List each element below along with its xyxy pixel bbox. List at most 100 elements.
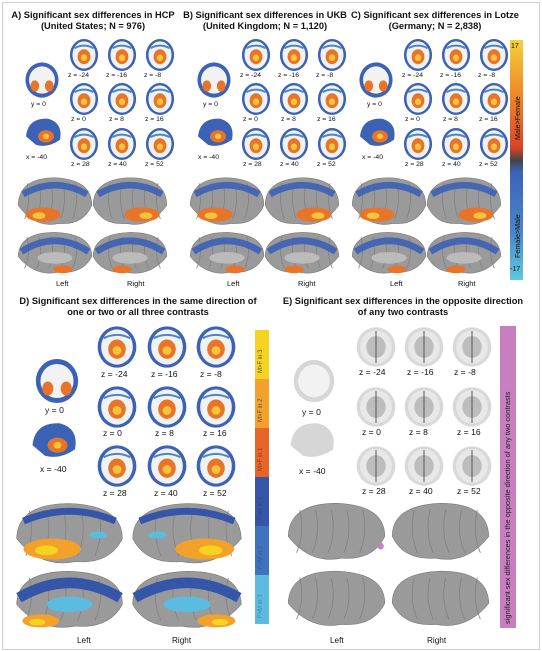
panel-d-right-lateral-surface bbox=[132, 503, 242, 564]
panel-d-label-z40: z = 40 bbox=[154, 488, 178, 498]
colorbar-top bbox=[510, 40, 523, 280]
panel-a-label-z8: z = 8 bbox=[109, 116, 124, 123]
panel-d-axial-slice-6 bbox=[196, 386, 236, 428]
panel-c-label-z0: z = 0 bbox=[405, 116, 420, 123]
panel-c-right-medial-surface bbox=[426, 232, 502, 274]
colorbar-d-label-4: F>M in 1 bbox=[258, 496, 264, 520]
colorbar-d-segment-3 bbox=[255, 428, 269, 477]
panel-d-label-z28: z = 28 bbox=[103, 488, 127, 498]
panel-c-axial-slice-1 bbox=[403, 39, 433, 71]
panel-e-label-y0: y = 0 bbox=[302, 407, 321, 417]
panel-d-label-y0: y = 0 bbox=[45, 405, 64, 415]
panel-d-axial-slice-8 bbox=[147, 445, 187, 487]
panel-b-label-z-24: z = -24 bbox=[240, 72, 261, 79]
panel-a-axial-slice-6 bbox=[145, 83, 175, 115]
panel-d-axial-slice-5 bbox=[147, 386, 187, 428]
panel-a-axial-slice-3 bbox=[145, 39, 175, 71]
panel-b-sagittal-slice bbox=[198, 118, 233, 146]
panel-b-axial-slice-1 bbox=[241, 39, 271, 71]
panel-c-title: C) Significant sex differences in Lotze(… bbox=[351, 10, 519, 31]
panel-a-right-medial-surface bbox=[92, 232, 168, 274]
panel-b-label-z8: z = 8 bbox=[281, 116, 296, 123]
panel-d-axial-slice-9 bbox=[196, 445, 236, 487]
panel-e-label-z28: z = 28 bbox=[362, 486, 386, 496]
colorbar-d-segment-5 bbox=[255, 526, 269, 575]
panel-b-label-z40: z = 40 bbox=[280, 161, 299, 168]
panel-a-axial-slice-1 bbox=[69, 39, 99, 71]
panel-c-label-z8: z = 8 bbox=[443, 116, 458, 123]
panel-c-coronal-slice bbox=[359, 62, 393, 98]
panel-b-axial-slice-7 bbox=[241, 128, 271, 160]
panel-e-axial-slice-9 bbox=[452, 446, 492, 486]
panel-d-label-z0: z = 0 bbox=[103, 428, 122, 438]
panel-d-axial-slice-2 bbox=[147, 326, 187, 368]
panel-c-label-z-8: z = -8 bbox=[478, 72, 496, 79]
panel-b-right-medial-surface bbox=[264, 232, 340, 274]
colorbar-e bbox=[500, 326, 516, 628]
panel-e-axial-slice-5 bbox=[404, 387, 444, 427]
panel-a-right-label: Right bbox=[127, 279, 145, 288]
panel-e-label-z16: z = 16 bbox=[457, 427, 481, 437]
panel-e-right-medial-surface bbox=[391, 570, 490, 626]
panel-c-axial-slice-9 bbox=[479, 128, 509, 160]
panel-d-axial-slice-1 bbox=[97, 326, 137, 368]
panel-c-left-medial-surface bbox=[351, 232, 427, 274]
panel-b-label-z-8: z = -8 bbox=[316, 72, 334, 79]
panel-c-label-z40: z = 40 bbox=[442, 161, 461, 168]
panel-a-label-z0: z = 0 bbox=[71, 116, 86, 123]
panel-b-label-z52: z = 52 bbox=[317, 161, 336, 168]
panel-a-axial-slice-7 bbox=[69, 128, 99, 160]
panel-a-right-lateral-surface bbox=[92, 177, 168, 225]
panel-e-label-z-24: z = -24 bbox=[359, 367, 386, 377]
panel-b-axial-slice-3 bbox=[317, 39, 347, 71]
panel-e-sagittal-slice bbox=[290, 423, 334, 457]
panel-c-axial-slice-2 bbox=[441, 39, 471, 71]
panel-c-label-z16: z = 16 bbox=[479, 116, 498, 123]
panel-d-left-medial-surface bbox=[16, 570, 123, 628]
panel-d-title: D) Significant sex differences in the sa… bbox=[19, 296, 257, 317]
panel-c-label-z-16: z = -16 bbox=[440, 72, 461, 79]
panel-d-coronal-slice bbox=[35, 359, 79, 403]
panel-e-right-lateral-surface bbox=[391, 502, 490, 560]
panel-b-axial-slice-4 bbox=[241, 83, 271, 115]
panel-c-left-label: Left bbox=[390, 279, 403, 288]
colorbar-d-segment-2 bbox=[255, 379, 269, 428]
panel-b-label-z-16: z = -16 bbox=[278, 72, 299, 79]
panel-a-label-z-8: z = -8 bbox=[144, 72, 162, 79]
panel-c-label-y0: y = 0 bbox=[367, 101, 382, 108]
panel-e-label-z-8: z = -8 bbox=[454, 367, 476, 377]
colorbar-d-label-2: M>F in 2 bbox=[258, 398, 264, 422]
colorbar-top-female-label: Female>Male bbox=[513, 214, 522, 258]
colorbar-d-label-5: F>M in 2 bbox=[258, 545, 264, 569]
panel-d-label-z16: z = 16 bbox=[203, 428, 227, 438]
panel-e-label-z0: z = 0 bbox=[362, 427, 381, 437]
panel-b-label-z0: z = 0 bbox=[243, 116, 258, 123]
panel-b-label-z28: z = 28 bbox=[243, 161, 262, 168]
panel-a-axial-slice-9 bbox=[145, 128, 175, 160]
colorbar-d-segment-6 bbox=[255, 575, 269, 624]
panel-e-right-label: Right bbox=[427, 636, 447, 645]
colorbar-d-label-1: M>F in 3 bbox=[258, 349, 264, 373]
panel-c-label-z52: z = 52 bbox=[479, 161, 498, 168]
panel-a-axial-slice-4 bbox=[69, 83, 99, 115]
panel-a-left-label: Left bbox=[56, 279, 69, 288]
colorbar-d-label-6: F>M in 3 bbox=[258, 594, 264, 618]
panel-e-label-z-16: z = -16 bbox=[407, 367, 434, 377]
panel-a-title: A) Significant sex differences in HCP (Un… bbox=[11, 10, 175, 31]
panel-b-coronal-slice bbox=[197, 62, 231, 98]
panel-a-axial-slice-8 bbox=[107, 128, 137, 160]
panel-c-axial-slice-5 bbox=[441, 83, 471, 115]
panel-e-coronal-slice bbox=[293, 359, 335, 403]
panel-d-label-z-16: z = -16 bbox=[151, 369, 178, 379]
panel-c-axial-slice-8 bbox=[441, 128, 471, 160]
panel-a-label-y0: y = 0 bbox=[31, 101, 46, 108]
panel-a-label-z52: z = 52 bbox=[145, 161, 164, 168]
colorbar-top-gradient bbox=[510, 40, 523, 280]
panel-b-right-label: Right bbox=[298, 279, 316, 288]
panel-d-left-lateral-surface bbox=[16, 503, 123, 564]
panel-d-label-z52: z = 52 bbox=[203, 488, 227, 498]
panel-d-sagittal-slice bbox=[32, 423, 76, 457]
panel-e-axial-slice-6 bbox=[452, 387, 492, 427]
panel-e-axial-slice-7 bbox=[356, 446, 396, 486]
panel-b-axial-slice-8 bbox=[279, 128, 309, 160]
